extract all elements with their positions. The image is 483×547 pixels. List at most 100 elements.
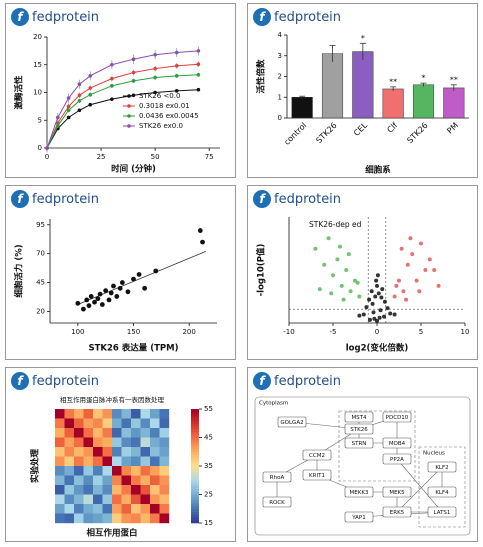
- point: [200, 239, 205, 245]
- heat-cell: [150, 466, 160, 476]
- heat-cell: [112, 428, 122, 438]
- point: [81, 306, 86, 312]
- heat-cell: [112, 475, 122, 486]
- colorbar-slice: [191, 420, 199, 424]
- heat-cell: [131, 485, 141, 495]
- panel: f fedprotein 20 45 70 95 100 150 200 细胞活力 (%) STK2…: [5, 185, 236, 360]
- node-label: MST4: [351, 415, 367, 421]
- point: [364, 305, 369, 310]
- heat-cell: [112, 466, 122, 476]
- node-label: MEKK3: [350, 490, 369, 496]
- heat-cell: [55, 485, 65, 495]
- node-label: MOB4: [389, 441, 406, 447]
- node-label: ROCK: [269, 500, 285, 506]
- heat-cell: [121, 466, 132, 476]
- point: [95, 296, 101, 302]
- colorbar-slice: [191, 511, 199, 515]
- point: [88, 92, 93, 97]
- point: [119, 280, 125, 285]
- heat-cell: [159, 456, 170, 467]
- point: [370, 301, 375, 306]
- heat-cell: [93, 437, 103, 448]
- y-tick-label: 45: [36, 279, 45, 287]
- node-label: RhoA: [270, 475, 285, 481]
- heat-cell: [131, 437, 141, 448]
- heat-cell: [159, 428, 170, 438]
- point: [410, 252, 415, 257]
- colorbar-label: 45: [204, 434, 213, 442]
- heat-cell: [121, 409, 132, 419]
- point: [379, 295, 384, 300]
- y-tick-label: 1: [278, 93, 282, 101]
- point: [394, 283, 399, 288]
- point: [153, 52, 157, 57]
- node-label: GOLGA2: [280, 420, 303, 426]
- heat-cell: [64, 447, 75, 457]
- significance: *: [361, 34, 365, 43]
- point: [355, 280, 360, 285]
- point: [397, 278, 401, 283]
- colorbar-slice: [191, 494, 199, 498]
- heat-cell: [102, 447, 113, 457]
- colorbar-slice: [191, 500, 199, 504]
- heat-cell: [74, 494, 84, 505]
- heat-cell: [159, 485, 170, 495]
- heat-cell: [55, 513, 65, 524]
- heat-cell: [83, 504, 94, 514]
- heat-cell: [83, 456, 94, 467]
- point: [326, 236, 331, 241]
- point: [106, 297, 112, 303]
- y-axis-label: 激酶活性: [14, 75, 25, 110]
- heat-cell: [131, 456, 141, 467]
- node-label: MEK5: [389, 490, 405, 496]
- point: [313, 246, 318, 251]
- x-tick-label: -5: [330, 328, 337, 336]
- bar: [321, 53, 344, 119]
- heat-cell: [121, 504, 132, 514]
- legend-marker: [127, 94, 131, 98]
- significance: **: [389, 77, 397, 86]
- y-tick-label: 20: [36, 307, 45, 315]
- point: [75, 300, 81, 306]
- point: [108, 290, 114, 296]
- heat-cell: [131, 504, 141, 514]
- legend-label: STK26 <0.0: [139, 92, 180, 100]
- heat-cell: [140, 428, 151, 438]
- point: [357, 294, 362, 299]
- node-label: PDCD10: [386, 415, 409, 421]
- heat-cell: [150, 409, 160, 419]
- heat-cell: [140, 494, 151, 505]
- bar: [291, 97, 313, 119]
- point: [427, 257, 432, 262]
- point: [375, 318, 379, 323]
- y-tick-label: 4: [278, 31, 283, 39]
- logo-letter: f: [259, 374, 266, 388]
- heat-cell: [64, 485, 75, 495]
- heat-cell: [83, 466, 94, 476]
- y-axis-label: -log10(P值): [256, 244, 267, 297]
- colorbar-slice: [191, 520, 199, 524]
- node-label: STK26: [350, 427, 368, 433]
- heat-cell: [64, 466, 75, 476]
- heat-cell: [121, 437, 132, 448]
- panel: f fedprotein -10 -5 0 5 10 -log10(P值) log2(变化倍数)…: [247, 185, 478, 360]
- heat-cell: [83, 418, 94, 429]
- point: [414, 278, 419, 283]
- colorbar-slice: [191, 451, 199, 455]
- node-box: [382, 453, 412, 465]
- point: [110, 97, 114, 101]
- heat-cell: [112, 456, 122, 467]
- node-box: [382, 411, 412, 423]
- heat-cell: [159, 418, 170, 429]
- heat-cell: [93, 418, 103, 429]
- point: [66, 104, 71, 109]
- x-tick-label: 10: [461, 328, 470, 336]
- node-label: CCM2: [309, 453, 325, 459]
- heat-cell: [121, 485, 132, 495]
- point: [174, 89, 179, 93]
- heat-cell: [55, 466, 65, 476]
- heat-cell: [83, 485, 94, 495]
